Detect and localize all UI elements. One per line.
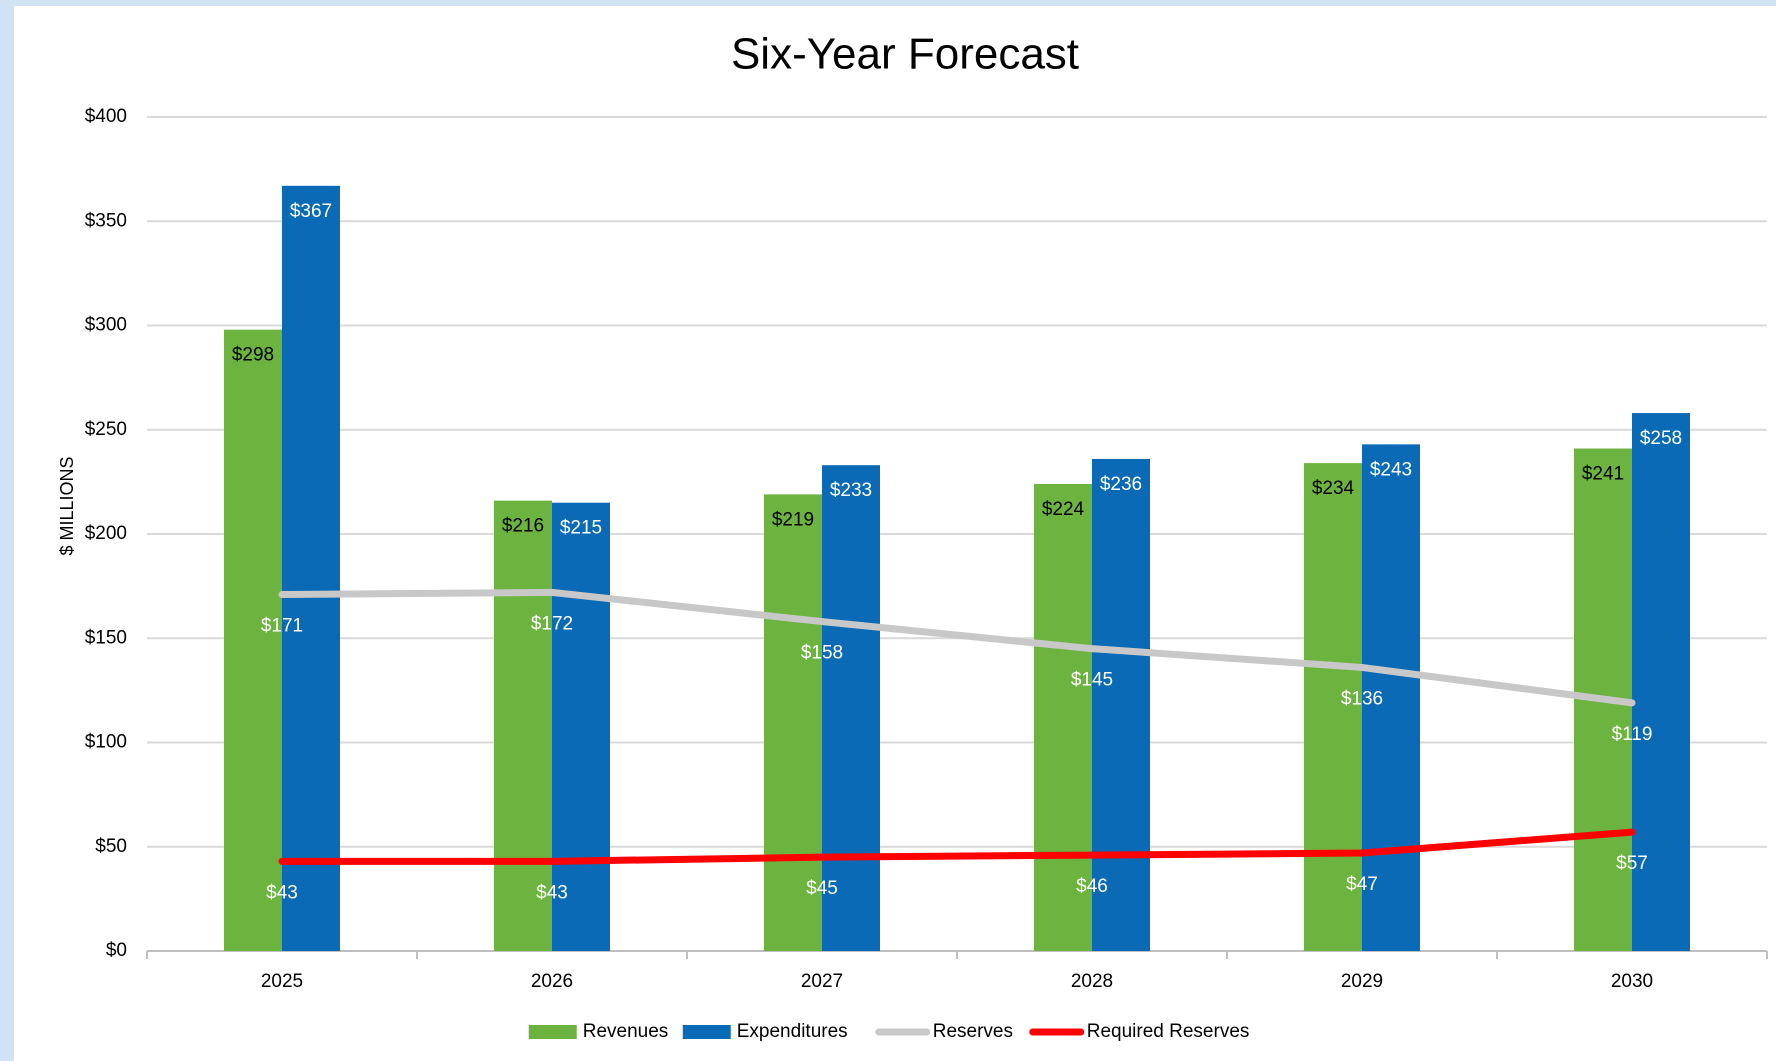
data-label: $136 bbox=[1341, 688, 1383, 709]
data-label: $241 bbox=[1582, 464, 1624, 485]
x-tick-label: 2025 bbox=[261, 971, 303, 992]
y-tick-label: $250 bbox=[85, 419, 127, 440]
bar bbox=[552, 502, 610, 951]
bar bbox=[282, 185, 340, 951]
data-label: $233 bbox=[830, 480, 872, 501]
bar bbox=[1362, 444, 1420, 951]
bar bbox=[822, 465, 880, 951]
x-tick-label: 2027 bbox=[801, 971, 843, 992]
bar bbox=[1034, 483, 1092, 951]
data-label: $57 bbox=[1616, 853, 1648, 874]
line bbox=[278, 828, 1636, 865]
legend-label: Expenditures bbox=[737, 1021, 848, 1042]
y-tick-label: $400 bbox=[85, 106, 127, 127]
data-label: $172 bbox=[531, 613, 573, 634]
bar bbox=[494, 500, 552, 951]
data-label: $258 bbox=[1640, 428, 1682, 449]
bar bbox=[1304, 463, 1362, 951]
y-tick-label: $50 bbox=[95, 836, 127, 857]
legend-swatch bbox=[528, 1025, 577, 1039]
bar bbox=[1092, 458, 1150, 951]
bar bbox=[1632, 413, 1690, 951]
x-tick-label: 2030 bbox=[1611, 971, 1653, 992]
y-tick-label: $100 bbox=[85, 732, 127, 753]
data-label: $243 bbox=[1370, 459, 1412, 480]
data-label: $47 bbox=[1346, 874, 1378, 895]
data-label: $46 bbox=[1076, 876, 1108, 897]
data-label: $298 bbox=[232, 345, 274, 366]
legend-label: Required Reserves bbox=[1087, 1021, 1250, 1042]
legend-swatch bbox=[682, 1025, 731, 1039]
data-label: $367 bbox=[290, 201, 332, 222]
data-label: $234 bbox=[1312, 478, 1355, 499]
data-label: $119 bbox=[1612, 724, 1653, 745]
y-tick-label: $200 bbox=[85, 523, 127, 544]
data-label: $43 bbox=[266, 882, 298, 903]
y-axis-label: $ MILLIONS bbox=[57, 456, 77, 555]
data-label: $43 bbox=[536, 882, 568, 903]
bar bbox=[224, 329, 282, 951]
data-label: $236 bbox=[1100, 474, 1142, 495]
data-label: $219 bbox=[772, 509, 814, 530]
data-label: $158 bbox=[801, 643, 843, 664]
legend-label: Revenues bbox=[583, 1021, 669, 1042]
x-tick-label: 2028 bbox=[1071, 971, 1113, 992]
x-tick-label: 2029 bbox=[1341, 971, 1383, 992]
data-label: $224 bbox=[1042, 499, 1085, 520]
line bbox=[278, 588, 1636, 707]
data-label: $45 bbox=[806, 878, 838, 899]
data-label: $215 bbox=[560, 518, 602, 539]
legend-label: Reserves bbox=[933, 1021, 1013, 1042]
data-label: $216 bbox=[502, 516, 544, 537]
x-tick-label: 2026 bbox=[531, 971, 573, 992]
y-tick-label: $300 bbox=[85, 315, 127, 336]
chart-title: Six-Year Forecast bbox=[731, 30, 1079, 79]
data-label: $145 bbox=[1071, 670, 1113, 691]
y-tick-label: $0 bbox=[106, 940, 127, 961]
y-tick-label: $350 bbox=[85, 210, 127, 231]
data-label: $171 bbox=[261, 615, 303, 636]
y-tick-label: $150 bbox=[85, 627, 127, 648]
bar bbox=[764, 494, 822, 951]
